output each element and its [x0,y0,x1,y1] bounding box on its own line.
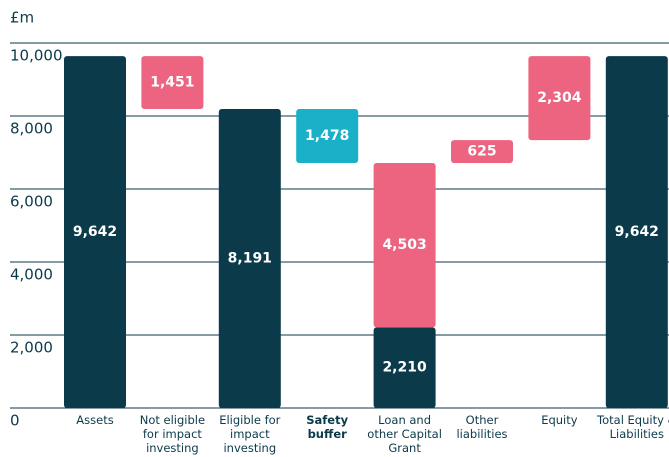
bar [64,56,126,408]
y-tick-label: 8,000 [10,120,53,138]
bar [296,109,359,163]
x-tick-label: Other liabilities [456,413,508,441]
y-tick-label: 2,000 [10,339,53,357]
bar [528,56,591,141]
x-tick-label: Total Equity & Liabilities [597,413,669,441]
x-tick-label: Assets [76,413,114,427]
bar [451,140,513,163]
y-tick-label: 10,000 [10,47,63,65]
x-tick-label: Safety buffer [306,413,349,441]
data-label: 2,210 [382,360,427,376]
data-label: 625 [467,144,496,160]
bar [373,162,436,328]
x-tick-label: Equity [541,413,578,427]
bar [141,56,204,110]
bar [218,109,281,408]
y-tick-label: 6,000 [10,193,53,211]
bar [605,56,668,408]
x-tick-label: Not eligible for impact investing [139,413,206,455]
y-tick-label: 4,000 [10,266,53,284]
x-tick-label: Eligible for impact investing [219,413,281,455]
y-tick-label: 0 [10,412,20,430]
data-label: 2,304 [537,90,582,106]
data-label: 9,642 [615,224,659,240]
data-label: 9,642 [73,224,117,240]
x-tick-label: Loan and other Capital Grant [367,413,442,455]
data-label: 8,191 [228,251,272,267]
data-label: 4,503 [382,237,426,253]
data-label: 1,451 [150,75,194,91]
y-axis-label: £m [10,9,34,27]
data-label: 1,478 [305,128,349,144]
bar [373,327,436,408]
